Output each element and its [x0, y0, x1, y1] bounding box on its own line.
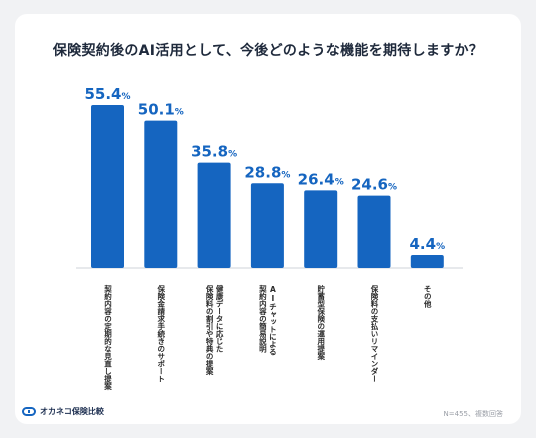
bar	[91, 105, 124, 268]
bar	[250, 183, 284, 268]
bar-value-label: 4.4%	[409, 235, 445, 253]
logo-mark-icon	[22, 407, 36, 416]
bar	[197, 162, 231, 268]
category-label: 契約内容の定期的な見直し提案	[103, 285, 113, 390]
category-label: 健康データに応じた 保険料の割引や特典の提案	[205, 285, 225, 375]
bar	[357, 195, 391, 268]
bar-chart: 55.4% 50.1% 35.8% 28.8% 26.4% 24.6% 4.4%	[76, 85, 463, 269]
logo-text: オカネコ保険比較	[40, 407, 104, 416]
bar-value-label: 50.1%	[138, 101, 184, 119]
bar	[304, 190, 338, 268]
category-label: 保険料の支払いリマインダー	[370, 285, 379, 383]
chart-title: 保険契約後のAI活用として、今後どのような機能を期待しますか？	[52, 43, 484, 59]
bar-value-label: 28.8%	[244, 163, 290, 181]
brand-logo: オカネコ保険比較	[22, 406, 104, 417]
bar-value-label: 35.8%	[191, 143, 237, 161]
category-label: 貯蓄型保険の運用提案	[316, 285, 326, 360]
bar	[410, 255, 444, 268]
bar-value-label: 55.4%	[84, 85, 130, 103]
category-label: その他	[423, 285, 433, 308]
category-label: AIチャットによる 契約内容の簡易説明	[258, 285, 278, 356]
category-label: 保険金請求手続きのサポート	[156, 285, 166, 383]
bar-value-label: 24.6%	[351, 176, 397, 194]
chart-card: 保険契約後のAI活用として、今後どのような機能を期待しますか？ 55.4% 50.…	[15, 14, 521, 424]
bar-value-label: 26.4%	[298, 170, 344, 188]
sample-note: N=455、複数回答	[443, 410, 503, 418]
bar	[144, 120, 178, 268]
